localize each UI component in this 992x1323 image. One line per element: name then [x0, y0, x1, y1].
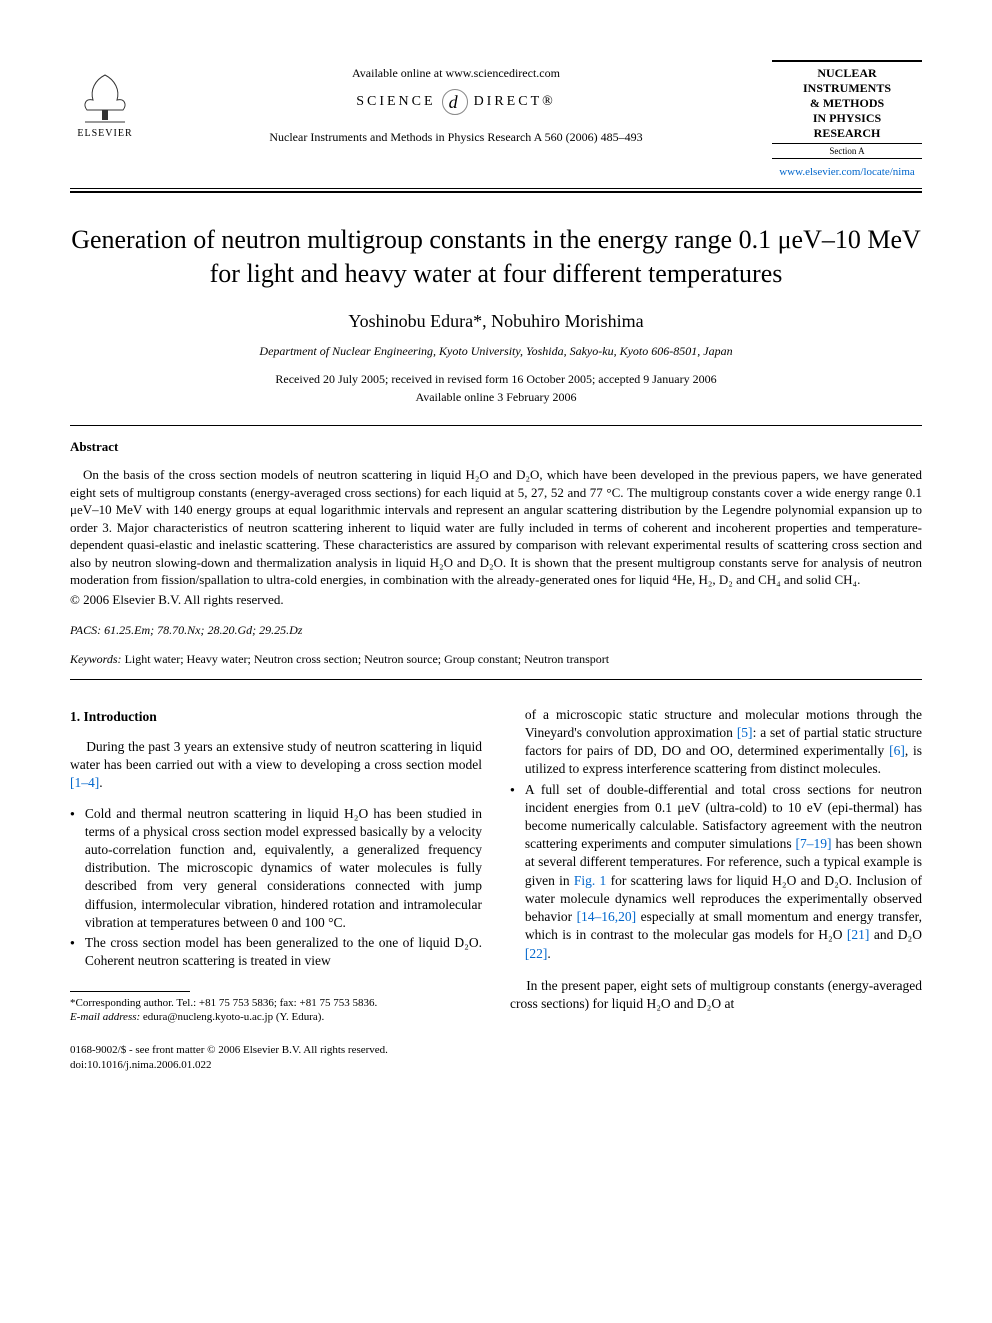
ref-21[interactable]: [21]: [847, 927, 870, 942]
header-rule-thick: [70, 191, 922, 193]
online-date: Available online 3 February 2006: [70, 389, 922, 405]
pacs-line: PACS: 61.25.Em; 78.70.Nx; 28.20.Gd; 29.2…: [70, 622, 922, 638]
sd-glyph-icon: d: [442, 89, 468, 115]
journal-section: Section A: [772, 143, 922, 159]
intro-paragraph: During the past 3 years an extensive stu…: [70, 738, 482, 793]
ref-6[interactable]: [6]: [889, 743, 905, 758]
abstract-rule-top: [70, 425, 922, 426]
bullet-2a-text: The cross section model has been general…: [85, 935, 482, 968]
sd-text-left: SCIENCE: [356, 93, 435, 112]
bullet-list-left: Cold and thermal neutron scattering in l…: [70, 805, 482, 971]
publisher-logo: ELSEVIER: [70, 60, 140, 140]
right-column: of a microscopic static structure and mo…: [510, 708, 922, 1026]
journal-title-l4: IN PHYSICS: [813, 111, 881, 125]
citation-line: Nuclear Instruments and Methods in Physi…: [140, 129, 772, 145]
pacs-codes: 61.25.Em; 78.70.Nx; 28.20.Gd; 29.25.Dz: [104, 623, 302, 637]
header-center: Available online at www.sciencedirect.co…: [140, 60, 772, 145]
journal-url-link[interactable]: www.elsevier.com/locate/nima: [772, 165, 922, 180]
journal-box: NUCLEAR INSTRUMENTS & METHODS IN PHYSICS…: [772, 60, 922, 180]
keywords-label: Keywords:: [70, 652, 122, 666]
paper-title: Generation of neutron multigroup constan…: [70, 223, 922, 291]
authors: Yoshinobu Edura*, Nobuhiro Morishima: [70, 309, 922, 333]
doi-line: doi:10.1016/j.nima.2006.01.022: [70, 1058, 388, 1073]
issn-line: 0168-9002/$ - see front matter © 2006 El…: [70, 1043, 388, 1058]
available-online-text: Available online at www.sciencedirect.co…: [140, 65, 772, 81]
page-footer: 0168-9002/$ - see front matter © 2006 El…: [70, 1043, 922, 1073]
keywords-line: Keywords: Light water; Heavy water; Neut…: [70, 651, 922, 667]
body-columns: 1. Introduction During the past 3 years …: [70, 708, 922, 1026]
affiliation: Department of Nuclear Engineering, Kyoto…: [70, 343, 922, 359]
journal-title-l3: & METHODS: [810, 96, 884, 110]
fig-1-ref[interactable]: Fig. 1: [574, 873, 606, 888]
ref-22[interactable]: [22]: [525, 946, 548, 961]
ref-14-16-20[interactable]: [14–16,20]: [577, 909, 637, 924]
ref-1-4[interactable]: [1–4]: [70, 775, 99, 790]
sd-text-right: DIRECT®: [474, 93, 556, 112]
corresponding-author-footnote: *Corresponding author. Tel.: +81 75 753 …: [70, 996, 482, 1010]
email-label: E-mail address:: [70, 1011, 140, 1023]
abstract-rule-bottom: [70, 679, 922, 680]
journal-title-l5: RESEARCH: [814, 126, 881, 140]
keywords-list: Light water; Heavy water; Neutron cross …: [125, 652, 610, 666]
abstract-heading: Abstract: [70, 438, 922, 456]
bullet-item-2b: of a microscopic static structure and mo…: [510, 706, 922, 779]
section-1-heading: 1. Introduction: [70, 708, 482, 726]
page-header: ELSEVIER Available online at www.science…: [70, 60, 922, 180]
bullet-item-3: A full set of double-differential and to…: [510, 781, 922, 963]
header-rule-thin: [70, 188, 922, 189]
bullet-item-1: Cold and thermal neutron scattering in l…: [70, 805, 482, 933]
abstract-body: On the basis of the cross section models…: [70, 466, 922, 589]
intro-text: During the past 3 years an extensive stu…: [70, 739, 482, 772]
bullet-list-right: of a microscopic static structure and mo…: [510, 706, 922, 963]
ref-5[interactable]: [5]: [737, 725, 753, 740]
ref-7-19[interactable]: [7–19]: [796, 836, 832, 851]
left-column: 1. Introduction During the past 3 years …: [70, 708, 482, 1026]
bullet-item-2a: The cross section model has been general…: [70, 934, 482, 970]
received-dates: Received 20 July 2005; received in revis…: [70, 371, 922, 387]
footnote-rule: [70, 991, 190, 992]
email-footnote: E-mail address: edura@nucleng.kyoto-u.ac…: [70, 1010, 482, 1024]
journal-title-l1: NUCLEAR: [817, 66, 876, 80]
bullet-3f-text: .: [547, 946, 550, 961]
intro-period: .: [99, 775, 102, 790]
pacs-label: PACS:: [70, 623, 101, 637]
closing-paragraph: In the present paper, eight sets of mult…: [510, 977, 922, 1013]
publisher-name: ELSEVIER: [77, 127, 132, 141]
email-address: edura@nucleng.kyoto-u.ac.jp (Y. Edura).: [143, 1011, 324, 1023]
journal-title-l2: INSTRUMENTS: [803, 81, 891, 95]
bullet-1-text: Cold and thermal neutron scattering in l…: [85, 806, 482, 930]
journal-title: NUCLEAR INSTRUMENTS & METHODS IN PHYSICS…: [772, 66, 922, 141]
bullet-3e-text: and D₂O: [869, 927, 922, 942]
sciencedirect-logo: SCIENCE d DIRECT®: [356, 89, 556, 115]
elsevier-tree-icon: [75, 70, 135, 125]
abstract-copyright: © 2006 Elsevier B.V. All rights reserved…: [70, 591, 922, 609]
footer-left: 0168-9002/$ - see front matter © 2006 El…: [70, 1043, 388, 1073]
